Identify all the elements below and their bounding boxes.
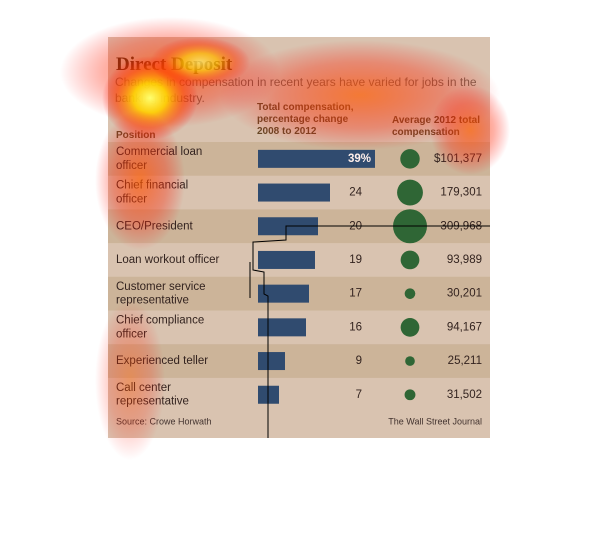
- value-label: 25,211: [448, 355, 482, 367]
- bar: [258, 149, 375, 168]
- credit: The Wall Street Journal: [388, 416, 482, 426]
- source: Source: Crowe Horwath: [116, 416, 212, 426]
- value-label: 16: [349, 321, 362, 333]
- value-label: 31,502: [447, 389, 482, 401]
- bubble: [400, 250, 420, 270]
- gaze-path: [249, 225, 490, 438]
- value-label: 17: [349, 288, 362, 300]
- category-label: Experienced teller: [116, 355, 208, 367]
- bubble: [404, 389, 416, 401]
- gaze-line: [252, 225, 490, 438]
- value-label: 93,989: [447, 254, 482, 266]
- bar: [258, 183, 330, 202]
- value-label: 30,201: [447, 288, 482, 300]
- header-box: Average 2012 total compensation: [392, 115, 481, 138]
- bubble: [400, 317, 420, 337]
- category-label: CEO/President: [116, 220, 194, 232]
- value-label: 94,167: [447, 321, 482, 333]
- bubble: [405, 356, 415, 366]
- value-label: 179,301: [440, 187, 482, 199]
- value-label: $101,377: [434, 153, 482, 165]
- bar: [258, 284, 309, 303]
- chart-title: Direct Deposit: [116, 54, 233, 75]
- bar: [258, 318, 306, 337]
- bar: [258, 250, 315, 269]
- value-label: 7: [356, 389, 362, 401]
- series-header: Average 2012 total compensation: [392, 115, 481, 138]
- value-label: 24: [349, 187, 362, 199]
- value-label: 9: [356, 355, 362, 367]
- bubble: [404, 288, 416, 299]
- value-label: 19: [349, 254, 362, 266]
- category-label: Loan workout officer: [116, 254, 220, 266]
- series-header: Total compensation, percentage change 20…: [257, 102, 354, 137]
- value-label: 39%: [348, 153, 371, 165]
- bubble: [400, 149, 420, 169]
- header-box: Total compensation, percentage change 20…: [257, 102, 354, 137]
- bubble: [397, 179, 423, 206]
- row-band: [108, 344, 490, 378]
- bar: [258, 352, 285, 371]
- category-header: Position: [116, 130, 155, 141]
